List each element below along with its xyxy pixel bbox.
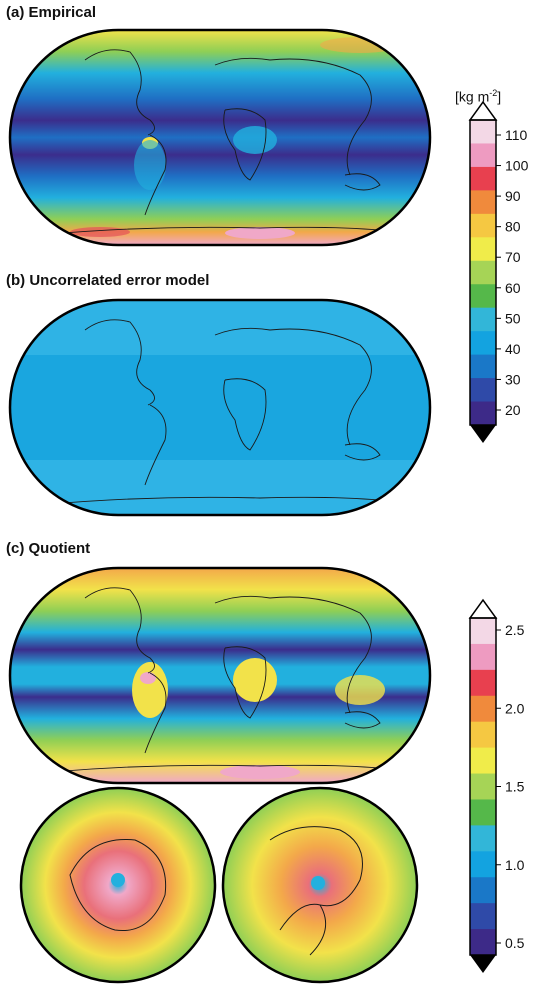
map-quotient — [10, 568, 430, 783]
colorbar-quotient-segment — [470, 618, 496, 645]
colorbar-top-tick-label: 20 — [505, 402, 521, 418]
colorbar-quotient-min-arrow — [470, 955, 496, 973]
coastlines-c — [39, 587, 421, 774]
polar-map-south — [21, 788, 215, 982]
colorbar-top-max-arrow — [468, 100, 498, 121]
colorbar-top-segment — [470, 166, 496, 191]
map-uncorrelated — [10, 300, 430, 515]
colorbar-top-tick-label: 30 — [505, 371, 521, 387]
colorbar-quotient-tick-label: 1.0 — [505, 857, 525, 873]
colorbar-quotient-max-arrow — [468, 598, 498, 619]
colorbar-quotient-segment — [470, 695, 496, 723]
map-frame-c — [8, 566, 432, 785]
colorbar-quotient-tick-label: 1.5 — [505, 779, 525, 795]
panel-b-title: (b) Uncorrelated error model — [6, 272, 210, 289]
polar-frame-south — [19, 786, 217, 984]
polar-frame-north — [221, 786, 419, 984]
colorbar-top-segment — [470, 190, 496, 215]
map-frame-b — [8, 298, 432, 517]
colorbar-top-min-arrow — [470, 425, 496, 443]
colorbar-top-segment — [470, 260, 496, 285]
colorbar-quotient-segment — [470, 903, 496, 930]
colorbar-quotient-tick-label: 2.5 — [505, 622, 525, 638]
map-empirical — [10, 30, 430, 245]
colorbar-quotient-segment — [470, 643, 496, 671]
colorbar-top-segment — [470, 401, 496, 426]
colorbar-top-segment — [470, 284, 496, 309]
colorbar-top-segment — [470, 237, 496, 262]
colorbar-quotient: 2.5 2.0 1.5 1.0 0.5 — [468, 598, 525, 973]
colorbar-quotient-tick-label: 2.0 — [505, 700, 525, 716]
colorbar-top-tick-label: 90 — [505, 188, 521, 204]
colorbar-top-tick-label: 80 — [505, 219, 521, 235]
colorbar-top-segment — [470, 354, 496, 379]
colorbar-top-segment — [470, 378, 496, 403]
colorbar-quotient-segment — [470, 799, 496, 826]
colorbar-quotient-segment — [470, 773, 496, 800]
polar-map-north — [223, 788, 417, 982]
colorbar-top-segment — [470, 120, 496, 144]
colorbar-top-tick-label: 60 — [505, 280, 521, 296]
colorbar-top-segment — [470, 213, 496, 238]
colorbar-quotient-segment — [470, 669, 496, 697]
colorbar-quotient-segment — [470, 877, 496, 904]
colorbar-quotient-segment — [470, 851, 496, 878]
colorbar-top: 110 100 90 80 70 60 50 40 30 20 — [468, 100, 529, 443]
panel-c-title: (c) Quotient — [6, 540, 91, 557]
colorbar-quotient-segment — [470, 747, 496, 775]
panel-a-title: (a) Empirical — [6, 4, 97, 21]
colorbar-top-tick-label: 40 — [505, 341, 521, 357]
colorbar-top-tick-label: 100 — [505, 158, 529, 174]
colorbar-top-tick-label: 110 — [505, 127, 528, 143]
colorbar-top-segment — [470, 143, 496, 168]
colorbar-quotient-segment — [470, 721, 496, 749]
colorbar-quotient-segment — [470, 825, 496, 852]
colorbar-top-frame — [469, 119, 497, 426]
colorbar-top-tick-label: 70 — [505, 249, 521, 265]
colorbar-unit-label: [kg m-2] — [455, 88, 502, 105]
colorbar-quotient-tick-label: 0.5 — [505, 935, 525, 951]
colorbar-top-tick-label: 50 — [505, 310, 521, 326]
map-frame-a — [8, 28, 432, 247]
colorbar-top-segment — [470, 331, 496, 356]
colorbar-top-segment — [470, 307, 496, 332]
colorbar-quotient-segment — [470, 929, 496, 956]
